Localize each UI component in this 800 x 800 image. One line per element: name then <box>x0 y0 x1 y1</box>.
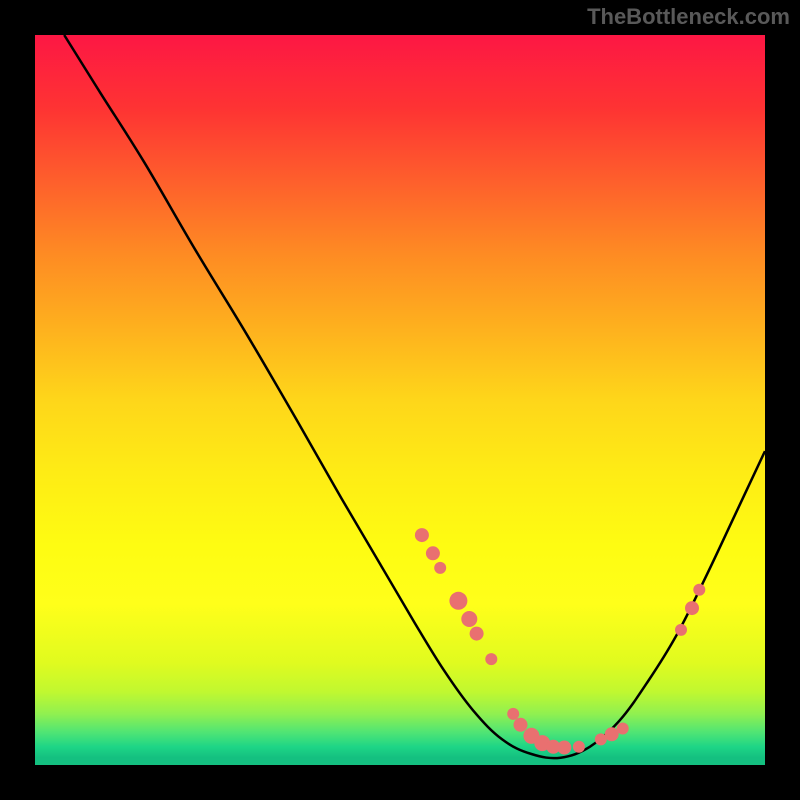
watermark-text: TheBottleneck.com <box>587 4 790 30</box>
data-marker <box>507 708 519 720</box>
data-marker <box>675 624 687 636</box>
data-marker <box>434 562 446 574</box>
data-marker <box>605 727 619 741</box>
curve-layer <box>35 35 765 765</box>
data-marker <box>449 592 467 610</box>
data-markers <box>415 528 705 754</box>
bottleneck-curve <box>64 35 765 758</box>
data-marker <box>426 546 440 560</box>
data-marker <box>470 627 484 641</box>
data-marker <box>415 528 429 542</box>
data-marker <box>514 718 528 732</box>
data-marker <box>573 741 585 753</box>
data-marker <box>617 723 629 735</box>
data-marker <box>461 611 477 627</box>
data-marker <box>485 653 497 665</box>
data-marker <box>693 584 705 596</box>
chart-plot-area <box>35 35 765 765</box>
data-marker <box>557 741 571 755</box>
data-marker <box>685 601 699 615</box>
